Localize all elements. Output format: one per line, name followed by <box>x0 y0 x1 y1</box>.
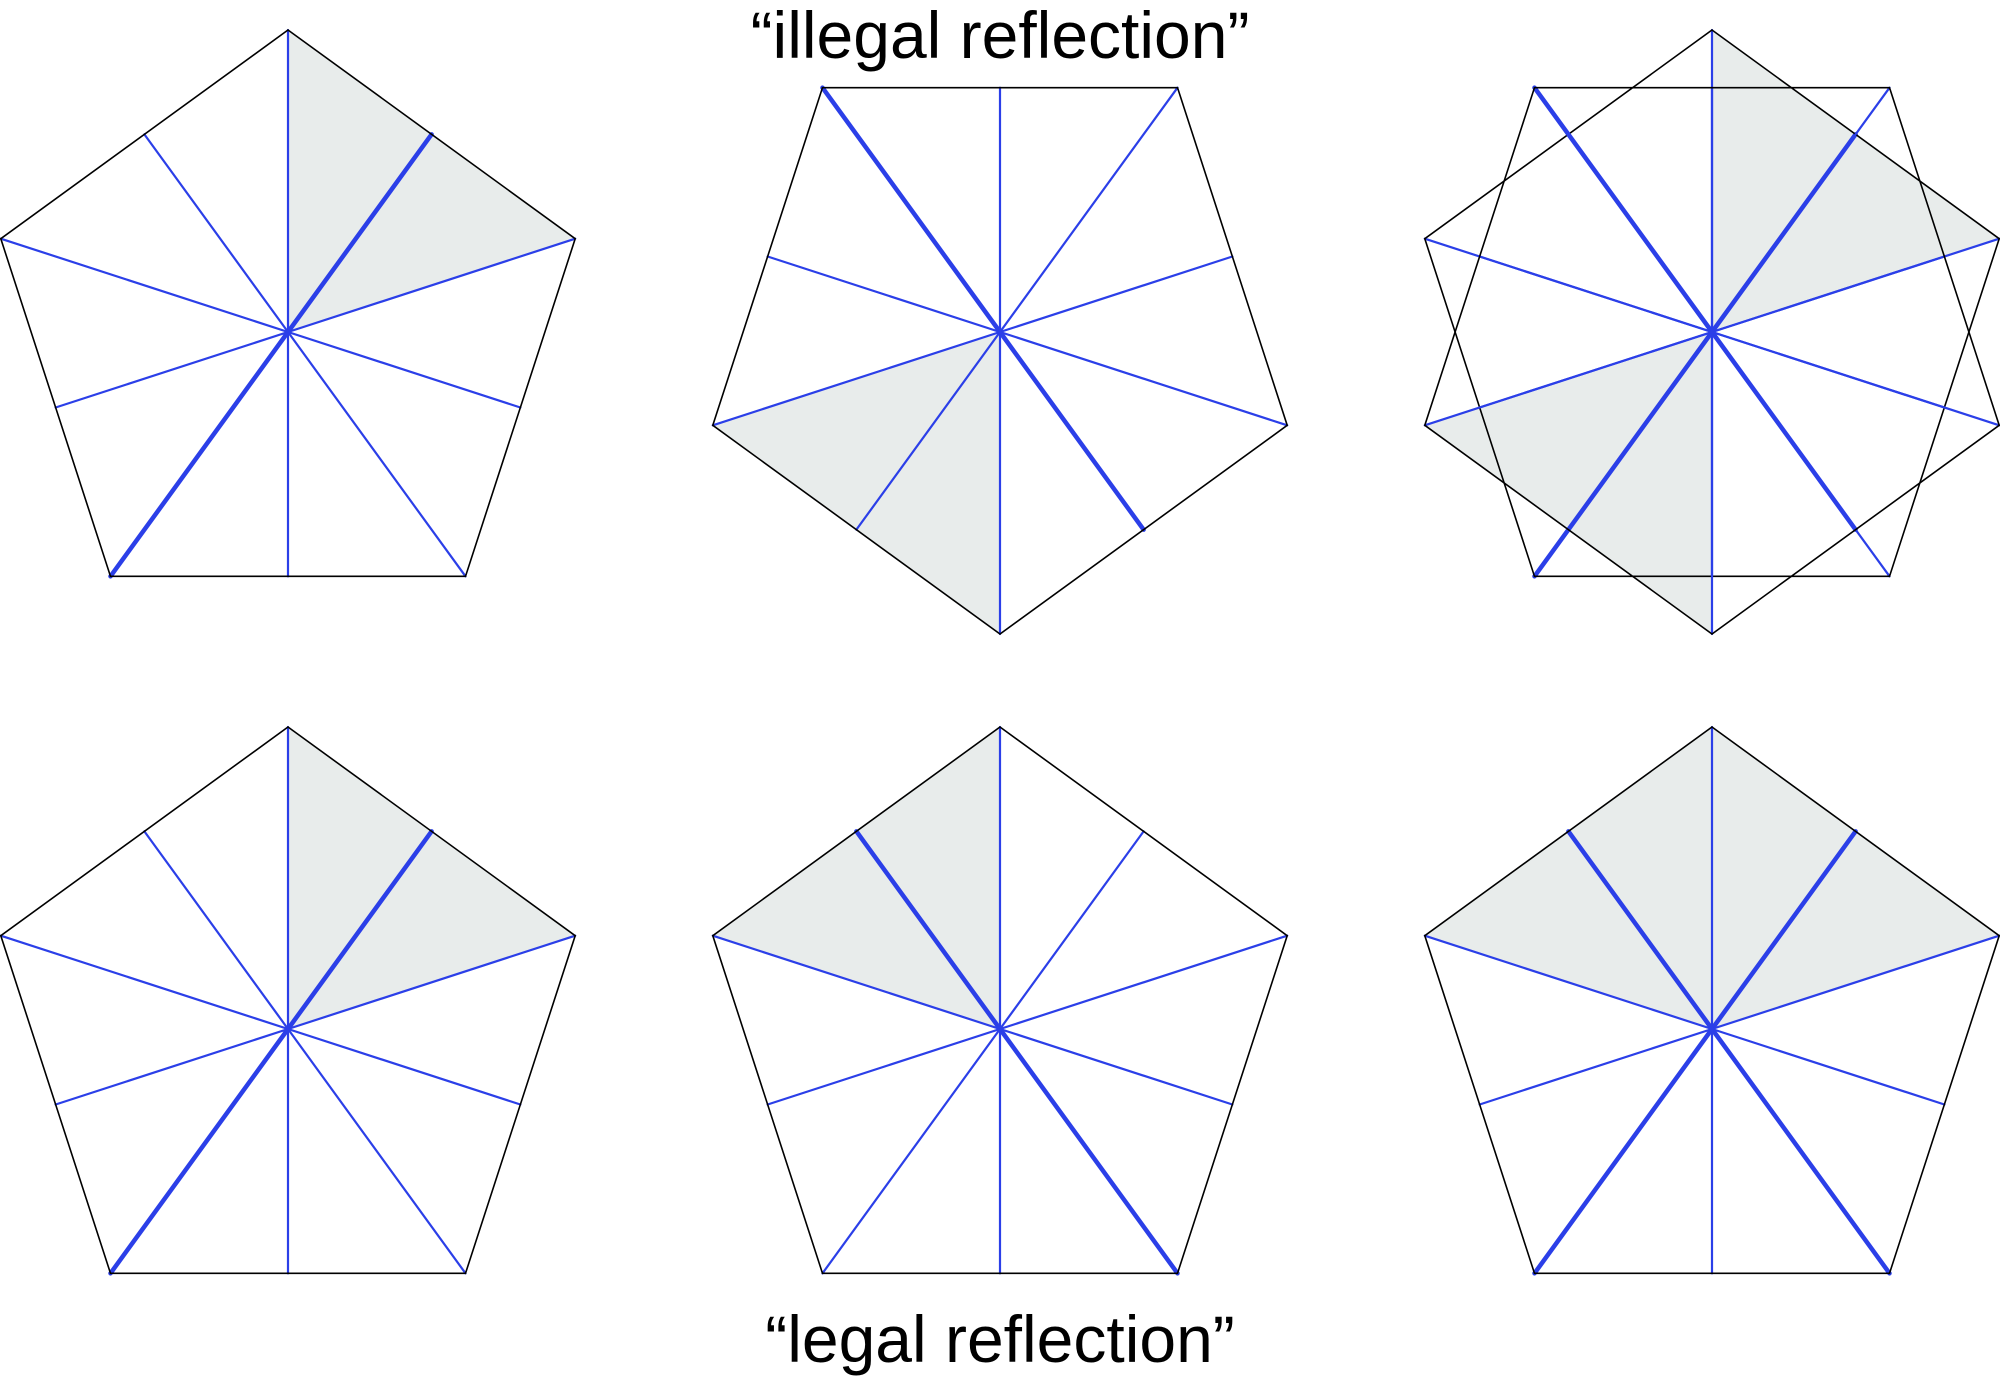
legal-reflected-mirror-line-bold-9 <box>854 829 1003 1032</box>
illegal-reflected-mirror-line-0 <box>998 86 1179 334</box>
legal-reflected-mirror-line-8 <box>711 934 1002 1031</box>
illegal-original-lines <box>0 28 577 579</box>
legal-original-mirror-line-3 <box>286 1027 522 1106</box>
illegal-original-mirror-line-9 <box>143 133 290 334</box>
legal-reflected-mirror-line-6 <box>821 1027 1002 1275</box>
illegal-reflected-lines <box>711 85 1289 636</box>
legal-superimposed-shaded-sector-0 <box>1712 727 1856 1029</box>
illegal-superimposed-down-mirror-line-6 <box>1423 330 1714 427</box>
illegal-reflected-mirror-line-1 <box>998 255 1234 334</box>
illegal-reflected-pentagon-outline <box>711 86 1289 635</box>
illegal-original-mirror-line-4 <box>286 330 467 578</box>
legal-reflected-mirror-line-3 <box>998 1027 1234 1106</box>
illegal-reflected-mirror-line-7 <box>766 255 1002 334</box>
illegal-original-panel <box>0 28 577 579</box>
illegal-superimposed-down-mirror-line-7 <box>1478 255 1714 334</box>
legal-reflected-pentagon-outline <box>711 726 1289 1275</box>
illegal-reflected-shading <box>712 332 1000 634</box>
caption-legal-reflection: “legal reflection” <box>765 1302 1235 1376</box>
legal-superimposed-shaded-sector-1 <box>1712 831 2000 1029</box>
legal-superimposed-lines <box>1423 725 2000 1276</box>
legal-original-lines <box>0 725 577 1276</box>
illegal-superimposed-shaded-sector-up-1 <box>1712 134 2000 332</box>
legal-original-mirror-line-7 <box>54 1027 290 1106</box>
legal-superimposed-mirror-line-8 <box>1423 934 1714 1031</box>
illegal-original-shading <box>288 30 576 332</box>
illegal-superimposed-shaded-sector-down-4 <box>1568 332 1712 634</box>
legal-superimposed-mirror-line-2 <box>1710 934 2000 1031</box>
illegal-superimposed-panel <box>1423 28 2000 636</box>
legal-reflected-mirror-line-7 <box>766 1027 1002 1106</box>
illegal-superimposed-shading <box>1424 30 2000 634</box>
illegal-reflected-panel <box>711 85 1289 636</box>
legal-reflected-lines <box>711 725 1289 1276</box>
illegal-superimposed-down-mirror-line-5 <box>1567 330 1714 531</box>
illegal-superimposed-down-mirror-line-1 <box>1710 255 1946 334</box>
legal-superimposed-shaded-sector-9 <box>1568 727 1712 1029</box>
legal-reflected-mirror-line-bold-4 <box>997 1026 1180 1276</box>
legal-original-mirror-line-bold-6 <box>108 1026 291 1276</box>
legal-reflected-panel <box>711 725 1289 1276</box>
legal-reflected-shaded-sector-9 <box>856 727 1000 1029</box>
illegal-original-mirror-line-bold-1 <box>285 132 434 335</box>
illegal-original-mirror-line-bold-6 <box>108 329 291 579</box>
legal-reflected-mirror-line-1 <box>998 830 1145 1031</box>
legal-original-mirror-line-bold-1 <box>285 829 434 1032</box>
illegal-superimposed-down-mirror-line-bold-3 <box>1709 329 1858 532</box>
illegal-original-shaded-sector-1 <box>288 134 576 332</box>
illegal-original-mirror-line-3 <box>286 330 522 409</box>
legal-superimposed-mirror-line-bold-6 <box>1532 1026 1715 1276</box>
legal-original-shading <box>288 727 576 1029</box>
illegal-superimposed-down-pentagon-outline <box>1423 86 2000 635</box>
illegal-reflected-shaded-sector-5 <box>712 332 1000 530</box>
illegal-reflected-shaded-sector-4 <box>856 332 1000 634</box>
legal-original-shaded-sector-0 <box>288 727 432 1029</box>
illegal-reflected-mirror-line-bold-3 <box>997 329 1146 532</box>
legal-reflected-shaded-sector-8 <box>712 831 1000 1029</box>
legal-superimposed-mirror-line-bold-1 <box>1709 829 1858 1032</box>
legal-superimposed-mirror-line-3 <box>1710 1027 1946 1106</box>
illegal-superimposed-down-mirror-line-0 <box>1710 86 1891 334</box>
legal-original-pentagon-outline <box>0 726 577 1275</box>
illegal-original-mirror-line-2 <box>286 237 577 334</box>
illegal-superimposed-down-mirror-line-2 <box>1710 330 2000 427</box>
illegal-reflected-mirror-line-2 <box>998 330 1289 427</box>
illegal-original-mirror-line-7 <box>54 330 290 409</box>
legal-reflected-shading <box>712 727 1000 1029</box>
caption-illegal-reflection: “illegal reflection” <box>750 0 1250 72</box>
illegal-original-mirror-line-8 <box>0 237 290 334</box>
illegal-original-shaded-sector-0 <box>288 30 432 332</box>
illegal-superimposed-shaded-sector-up-0 <box>1712 30 1856 332</box>
legal-superimposed-mirror-line-7 <box>1478 1027 1714 1106</box>
illegal-reflected-mirror-line-6 <box>711 330 1002 427</box>
illegal-reflected-mirror-line-5 <box>855 330 1002 531</box>
illegal-superimposed-down-mirror-line-bold-8 <box>1532 85 1715 335</box>
legal-original-mirror-line-8 <box>0 934 290 1031</box>
legal-original-shaded-sector-1 <box>288 831 576 1029</box>
legal-superimposed-shaded-sector-8 <box>1424 831 1712 1029</box>
illegal-original-pentagon-outline <box>0 29 577 578</box>
legal-original-mirror-line-9 <box>143 830 290 1031</box>
legal-superimposed-mirror-line-bold-4 <box>1709 1026 1892 1276</box>
legal-superimposed-mirror-line-bold-9 <box>1566 829 1715 1032</box>
legal-original-mirror-line-2 <box>286 934 577 1031</box>
illegal-reflected-mirror-line-bold-8 <box>820 85 1003 335</box>
legal-original-panel <box>0 725 577 1276</box>
legal-superimposed-shading <box>1424 727 2000 1029</box>
legal-superimposed-pentagon-outline <box>1423 726 2000 1275</box>
legal-original-mirror-line-4 <box>286 1027 467 1275</box>
legal-superimposed-panel <box>1423 725 2000 1276</box>
illegal-superimposed-lines <box>1423 28 2000 636</box>
legal-reflected-mirror-line-2 <box>998 934 1289 1031</box>
illegal-superimposed-shaded-sector-down-5 <box>1424 332 1712 530</box>
